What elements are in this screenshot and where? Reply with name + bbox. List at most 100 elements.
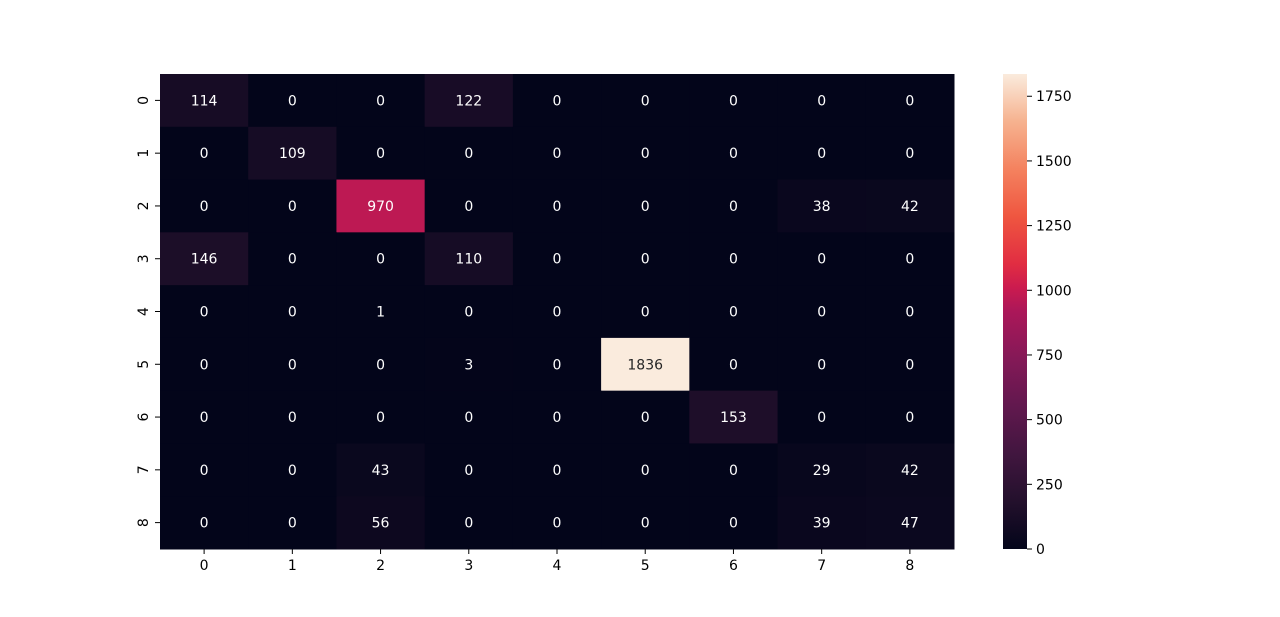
cell-value-label: 0 [376, 252, 385, 268]
cell-value-label: 0 [729, 199, 738, 215]
heatmap-cell [248, 74, 337, 128]
y-tick-label: 6 [136, 413, 152, 422]
heatmap-cell [248, 285, 337, 339]
heatmap-cell [865, 179, 955, 233]
heatmap-cell [160, 285, 249, 339]
cell-value-label: 0 [200, 146, 209, 162]
heatmap-cell [160, 496, 249, 550]
cell-value-label: 0 [553, 252, 562, 268]
x-tick-label: 3 [464, 558, 473, 574]
heatmap-cell [424, 126, 514, 181]
cell-value-label: 0 [729, 93, 738, 109]
cell-value-label: 56 [372, 516, 390, 532]
heatmap-cell [601, 232, 690, 286]
colorbar-tick-label: 1500 [1036, 154, 1072, 170]
heatmap-cell [336, 390, 426, 444]
cell-value-label: 0 [641, 410, 650, 426]
y-tick-label: 4 [136, 307, 152, 316]
cell-value-label: 29 [813, 463, 831, 479]
heatmap-cell [689, 443, 779, 497]
heatmap-cell [689, 496, 779, 550]
x-tick-label: 4 [553, 558, 562, 574]
cell-value-label: 0 [817, 305, 826, 321]
cell-value-label: 0 [641, 252, 650, 268]
x-tick-label: 8 [905, 558, 914, 574]
heatmap-cell [689, 74, 779, 128]
heatmap-cell [689, 179, 779, 233]
cell-value-label: 0 [817, 410, 826, 426]
colorbar-tick-label: 0 [1036, 542, 1045, 558]
heatmap-cell [336, 496, 426, 550]
cell-value-label: 146 [191, 252, 218, 268]
cell-value-label: 38 [813, 199, 831, 215]
cell-value-label: 0 [288, 199, 297, 215]
cell-value-label: 42 [901, 463, 919, 479]
cell-value-label: 0 [905, 357, 914, 373]
y-tick-label: 2 [136, 201, 152, 210]
cell-value-label: 0 [729, 463, 738, 479]
heatmap-cell [336, 179, 426, 233]
heatmap-cell [160, 232, 249, 286]
cell-value-label: 0 [905, 93, 914, 109]
cell-value-label: 0 [641, 146, 650, 162]
x-tick-label: 0 [200, 558, 209, 574]
heatmap-cell [160, 390, 249, 444]
heatmap-cell [865, 337, 955, 392]
y-tick-label: 1 [136, 149, 152, 158]
cell-value-label: 0 [288, 93, 297, 109]
heatmap-cell [160, 179, 249, 233]
y-tick-label: 5 [136, 360, 152, 369]
colorbar-tick-label: 250 [1036, 477, 1063, 493]
heatmap-cells: 114 0 0 122 0 0 0 0 0 0 109 0 0 0 0 0 0 0 0 0 970 0 0 0 0 38 42 146… [160, 74, 955, 550]
heatmap-cell [777, 496, 867, 550]
cell-value-label: 0 [905, 252, 914, 268]
cell-value-label: 0 [641, 199, 650, 215]
cell-value-label: 122 [455, 93, 482, 109]
cell-value-label: 0 [376, 410, 385, 426]
cell-value-label: 3 [464, 357, 473, 373]
heatmap-cell [512, 337, 602, 392]
heatmap-cell [777, 390, 867, 444]
y-tick-label: 3 [136, 254, 152, 263]
cell-value-label: 0 [288, 463, 297, 479]
heatmap-cell [777, 443, 867, 497]
cell-value-label: 0 [376, 146, 385, 162]
cell-value-label: 0 [288, 516, 297, 532]
heatmap-cell [424, 285, 514, 339]
cell-value-label: 0 [288, 252, 297, 268]
colorbar-tick-label: 750 [1036, 348, 1063, 364]
heatmap-cell [336, 126, 426, 181]
cell-value-label: 0 [817, 252, 826, 268]
cell-value-label: 0 [200, 357, 209, 373]
cell-value-label: 0 [200, 463, 209, 479]
y-tick-label: 0 [136, 96, 152, 105]
cell-value-label: 39 [813, 516, 831, 532]
cell-value-label: 0 [553, 463, 562, 479]
heatmap-cell [512, 74, 602, 128]
heatmap-cell [248, 179, 337, 233]
cell-value-label: 0 [553, 305, 562, 321]
heatmap-cell [248, 232, 337, 286]
cell-value-label: 0 [553, 410, 562, 426]
y-tick-label: 8 [136, 518, 152, 527]
heatmap-cell [865, 390, 955, 444]
cell-value-label: 0 [464, 410, 473, 426]
heatmap-cell [601, 337, 690, 392]
heatmap-cell [160, 337, 249, 392]
heatmap-cell [777, 232, 867, 286]
colorbar-tick-label: 1750 [1036, 89, 1072, 105]
cell-value-label: 0 [200, 199, 209, 215]
cell-value-label: 0 [200, 516, 209, 532]
colorbar-tick-label: 500 [1036, 413, 1063, 429]
cell-value-label: 0 [905, 410, 914, 426]
cell-value-label: 114 [191, 93, 218, 109]
heatmap-cell [865, 496, 955, 550]
cell-value-label: 1 [376, 305, 385, 321]
cell-value-label: 0 [553, 357, 562, 373]
cell-value-label: 0 [464, 516, 473, 532]
heatmap-cell [336, 232, 426, 286]
cell-value-label: 0 [641, 305, 650, 321]
heatmap-cell [336, 337, 426, 392]
heatmap-cell [601, 496, 690, 550]
heatmap-cell [336, 285, 426, 339]
